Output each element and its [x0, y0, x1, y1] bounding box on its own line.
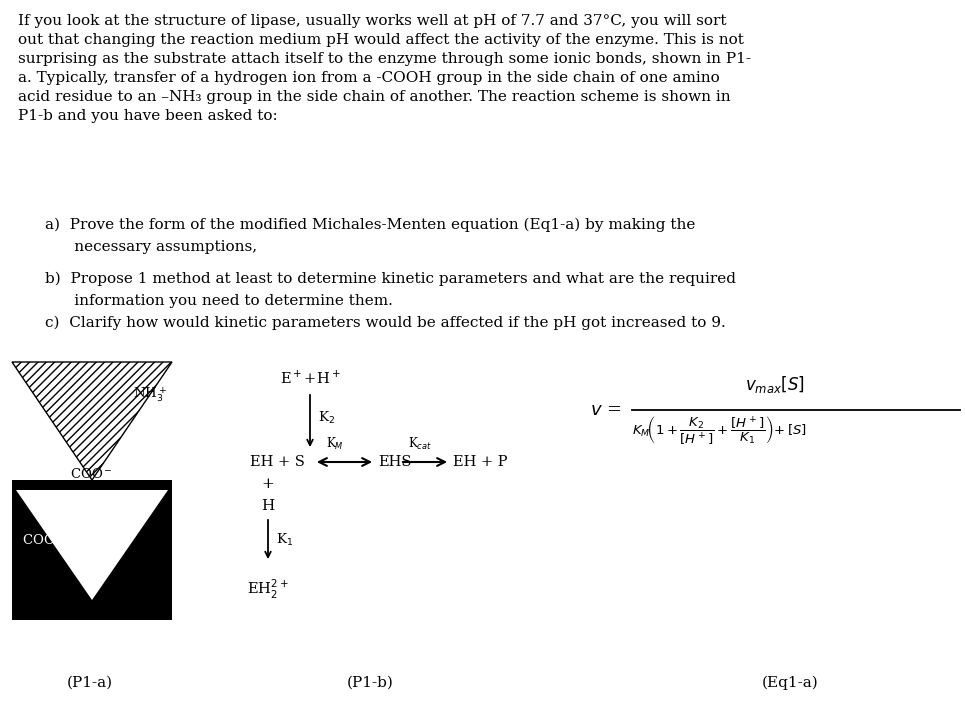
Text: E$^+$+H$^+$: E$^+$+H$^+$ [280, 370, 341, 387]
Text: +: + [262, 477, 274, 491]
Text: If you look at the structure of lipase, usually works well at pH of 7.7 and 37°C: If you look at the structure of lipase, … [18, 14, 751, 122]
Text: information you need to determine them.: information you need to determine them. [45, 294, 393, 308]
Text: NH$_3^+$: NH$_3^+$ [97, 530, 131, 550]
Bar [12, 480, 172, 620]
Text: a)  Prove the form of the modified Michales-Menten equation (Eq1-a) by making th: a) Prove the form of the modified Michal… [45, 218, 696, 232]
Text: K$_{cat}$: K$_{cat}$ [408, 436, 432, 452]
Text: COO$^-$: COO$^-$ [22, 533, 65, 547]
Text: c)  Clarify how would kinetic parameters would be affected if the pH got increas: c) Clarify how would kinetic parameters … [45, 316, 726, 330]
Polygon shape [12, 362, 172, 480]
Text: K$_M$: K$_M$ [326, 436, 344, 452]
Text: (Eq1-a): (Eq1-a) [761, 676, 818, 690]
Text: (P1-b): (P1-b) [346, 676, 394, 690]
Text: K$_2$: K$_2$ [318, 410, 335, 426]
Text: EHS: EHS [378, 455, 411, 469]
Text: K$_1$: K$_1$ [276, 532, 293, 548]
Text: $v$ =: $v$ = [590, 401, 621, 419]
Text: EH + S: EH + S [250, 455, 305, 469]
Text: EH + P: EH + P [453, 455, 508, 469]
Text: COO$^-$: COO$^-$ [70, 467, 113, 481]
Text: EH$_2^{2+}$: EH$_2^{2+}$ [247, 578, 289, 601]
Text: b)  Propose 1 method at least to determine kinetic parameters and what are the r: b) Propose 1 method at least to determin… [45, 272, 736, 286]
Text: NH$_3^+$: NH$_3^+$ [133, 385, 167, 404]
Text: H: H [262, 499, 275, 513]
Text: (P1-a): (P1-a) [67, 676, 113, 690]
Polygon shape [16, 490, 168, 600]
Text: $K_M\!\left(1+\dfrac{K_2}{[H^+]}+\dfrac{[H^+]}{K_1}\right)\!+[S]$: $K_M\!\left(1+\dfrac{K_2}{[H^+]}+\dfrac{… [632, 414, 807, 446]
Text: necessary assumptions,: necessary assumptions, [45, 240, 257, 254]
Text: $v_{max}[S]$: $v_{max}[S]$ [745, 374, 805, 395]
